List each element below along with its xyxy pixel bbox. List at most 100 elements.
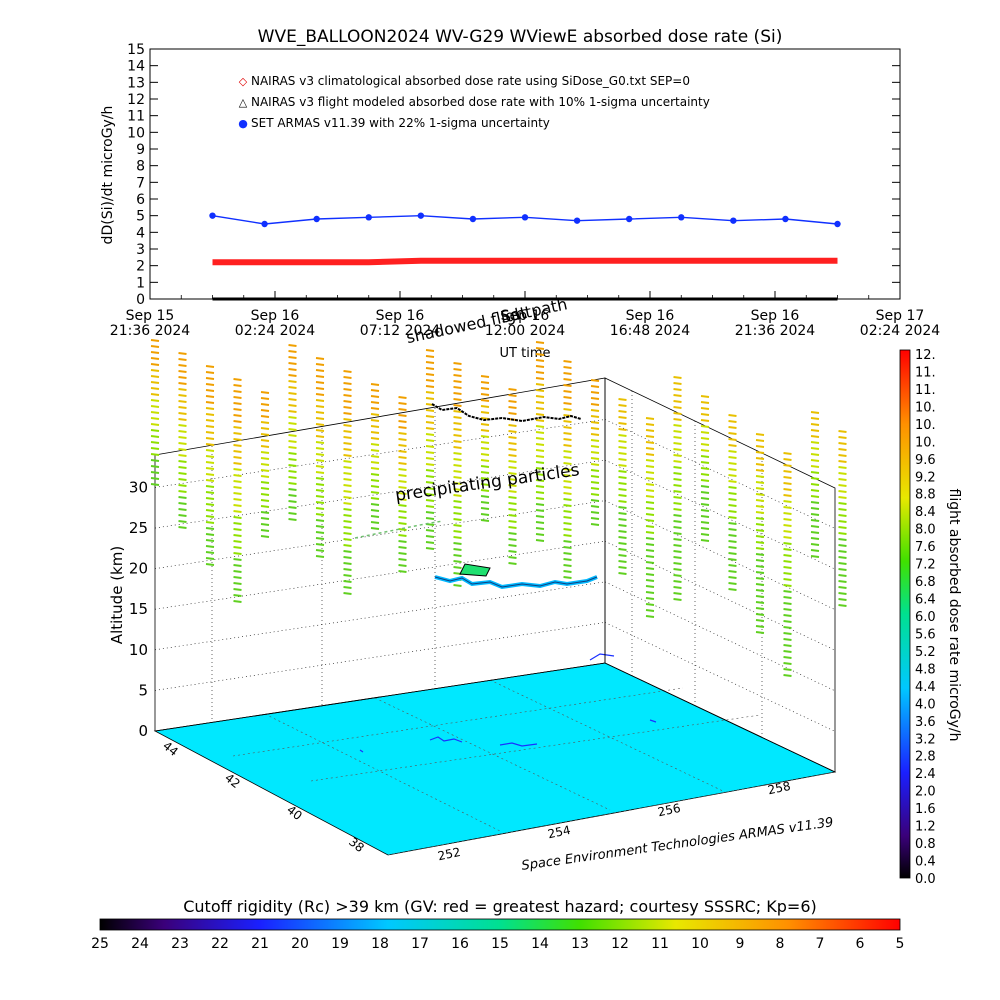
curtain-segment xyxy=(535,485,545,488)
curtain-segment xyxy=(150,453,160,456)
curtain-segment xyxy=(288,500,297,503)
curtain-segment xyxy=(618,530,627,533)
curtain-segment xyxy=(370,383,380,386)
curtain-segment xyxy=(755,523,765,526)
curtain-segment xyxy=(480,465,490,468)
curtain-segment xyxy=(783,458,792,461)
curtain-segment xyxy=(233,546,242,549)
curtain-segment xyxy=(755,571,765,574)
curtain-segment xyxy=(233,552,242,555)
curtain-segment xyxy=(233,384,242,387)
curtain-segment xyxy=(398,546,407,549)
curtain-segment xyxy=(783,656,792,659)
curtain-segment xyxy=(425,385,435,388)
curtain-segment xyxy=(205,377,215,380)
curtain-segment xyxy=(233,558,242,561)
curtain-segment xyxy=(150,435,160,438)
curtain-segment xyxy=(370,491,380,494)
curtain-segment xyxy=(233,498,242,501)
curtain-segment xyxy=(205,563,215,566)
curtain-segment xyxy=(563,462,572,465)
curtain-segment xyxy=(810,459,820,462)
wall-gridline-right xyxy=(604,622,836,732)
curtain-segment xyxy=(783,488,792,491)
wall-gridline-left xyxy=(154,581,606,651)
map-3d-panel: precipitating particles Altitude (km) 05… xyxy=(108,339,847,874)
curtain-segment xyxy=(315,387,325,390)
curtain-segment xyxy=(480,375,490,378)
curtain-segment xyxy=(508,424,517,427)
curtain-segment xyxy=(260,511,270,514)
armas-point xyxy=(417,212,425,219)
curtain-segment xyxy=(838,568,847,571)
curtain-segment xyxy=(810,507,820,510)
curtain-segment xyxy=(810,489,820,492)
curtain-segment xyxy=(205,419,215,422)
curtain-segment xyxy=(728,492,737,495)
curtain-segment xyxy=(618,566,627,569)
map-floor xyxy=(153,662,837,856)
dose-colorbar-tick-label: 7.2 xyxy=(915,558,936,573)
curtain-segment xyxy=(645,435,655,438)
curtain-segment xyxy=(673,382,682,385)
curtain-segment xyxy=(233,564,242,567)
curtain-segment xyxy=(205,389,215,392)
curtain-segment xyxy=(838,556,847,559)
curtain-segment xyxy=(425,439,435,442)
curtain-segment xyxy=(618,500,627,503)
curtain-segment xyxy=(838,508,847,511)
curtain-segment xyxy=(535,365,545,368)
curtain-segment xyxy=(673,442,682,445)
curtain-segment xyxy=(563,402,572,405)
curtain-segment xyxy=(590,379,600,382)
curtain-segment xyxy=(398,498,407,501)
curtain-segment xyxy=(728,420,737,423)
longitude-tick-label: 252 xyxy=(437,845,462,863)
curtain-segment xyxy=(838,526,847,529)
curtain-segment xyxy=(315,417,325,420)
curtain-segment xyxy=(645,585,655,588)
curtain-segment xyxy=(398,534,407,537)
curtain-segment xyxy=(178,478,187,481)
curtain-segment xyxy=(618,440,627,443)
curtain-segment xyxy=(673,592,682,595)
curtain-segment xyxy=(508,502,517,505)
curtain-segment xyxy=(728,432,737,435)
curtain-segment xyxy=(590,409,600,412)
dose-colorbar-tick-label: 8.8 xyxy=(915,488,936,503)
rigidity-colorbar-tick-label: 17 xyxy=(411,936,429,952)
series-line-0 xyxy=(212,257,838,266)
curtain-segment xyxy=(233,438,242,441)
curtain-segment xyxy=(590,385,600,388)
curtain-segment xyxy=(590,391,600,394)
curtain-segment xyxy=(783,668,792,671)
dose-colorbar-tick-label: 7.6 xyxy=(915,540,936,555)
dose-colorbar-tick-label: 10. xyxy=(915,435,936,450)
curtain-segment xyxy=(343,400,352,403)
curtain-segment xyxy=(315,537,325,540)
curtain-segment xyxy=(398,570,407,573)
curtain-segment xyxy=(618,434,627,437)
curtain-segment xyxy=(535,431,545,434)
curtain-segment xyxy=(783,536,792,539)
curtain-segment xyxy=(590,397,600,400)
curtain-segment xyxy=(508,436,517,439)
curtain-segment xyxy=(673,484,682,487)
curtain-segment xyxy=(728,486,737,489)
curtain-segment xyxy=(233,450,242,453)
curtain-segment xyxy=(535,497,545,500)
curtain-segment xyxy=(233,486,242,489)
curtain-segment xyxy=(370,473,380,476)
dose-colorbar-tick-label: 6.0 xyxy=(915,610,936,625)
curtain-segment xyxy=(425,541,435,544)
curtain-segment xyxy=(728,582,737,585)
x-tick-time: 16:48 2024 xyxy=(610,323,691,339)
curtain-segment xyxy=(288,356,297,359)
curtain-segment xyxy=(288,512,297,515)
flight-track-launch xyxy=(459,563,491,577)
curtain-segment xyxy=(810,501,820,504)
curtain-segment xyxy=(508,412,517,415)
curtain-segment xyxy=(700,497,710,500)
curtain-segment xyxy=(673,490,682,493)
